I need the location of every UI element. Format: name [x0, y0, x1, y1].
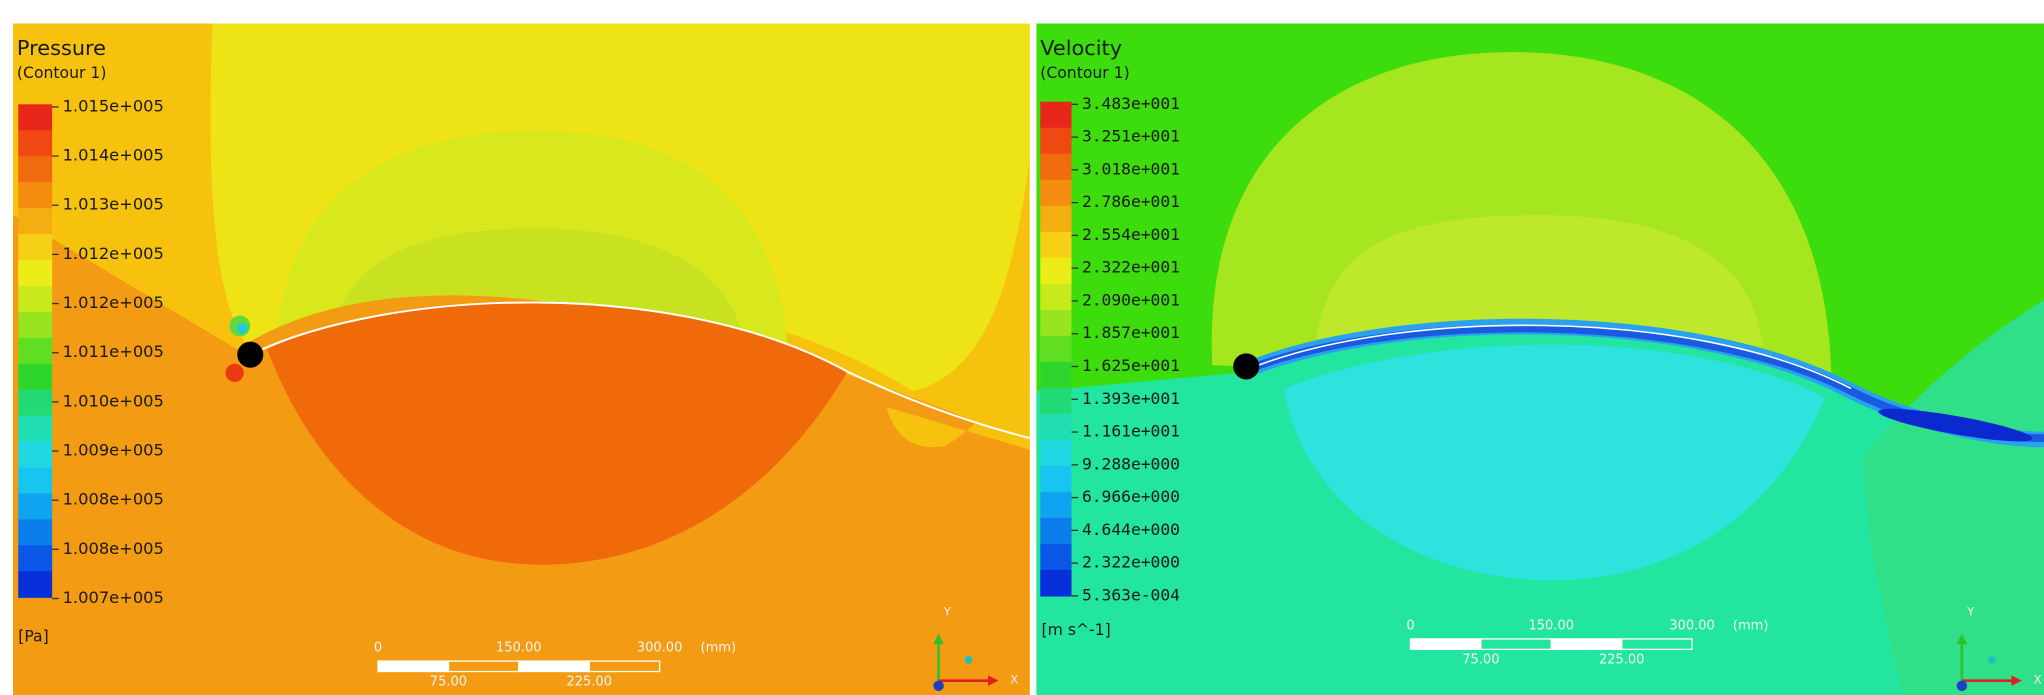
legend-label: 1.857e+001	[1082, 323, 1180, 342]
velocity-field	[1036, 23, 2044, 695]
legend-label: 9.288e+000	[1082, 454, 1180, 473]
scale-label: (mm)	[1733, 618, 1769, 633]
legend-label: 4.644e+000	[1082, 520, 1180, 539]
pressure-field	[13, 23, 1030, 695]
scale-bar-segment	[378, 661, 448, 671]
legend-label: 6.966e+000	[1082, 487, 1180, 506]
scale-bar-segment	[1551, 639, 1621, 649]
legend-band	[1040, 128, 1071, 155]
legend-label: 1.012e+005	[63, 244, 164, 263]
legend-band	[18, 364, 52, 391]
scale-label: 225.00	[566, 674, 612, 689]
panel-subtitle: (Contour 1)	[1040, 63, 1129, 82]
legend-band	[18, 338, 52, 365]
legend-label: 1.011e+005	[63, 342, 164, 361]
legend-band	[18, 156, 52, 183]
legend-band	[18, 571, 52, 598]
legend-label: 2.322e+000	[1082, 553, 1180, 572]
triad-origin	[1957, 681, 1967, 691]
legend-band	[18, 286, 52, 313]
scale-label: 0	[374, 641, 382, 656]
legend-band	[1040, 258, 1071, 285]
unit-label: [m s^-1]	[1042, 620, 1111, 639]
legend-label: 1.393e+001	[1082, 389, 1180, 408]
triad-z	[1988, 656, 1996, 664]
legend-band	[18, 390, 52, 417]
legend-label: 1.009e+005	[63, 441, 164, 460]
legend-band	[1040, 102, 1071, 129]
scale-bar-segment	[519, 661, 589, 671]
legend-band	[1040, 362, 1071, 389]
scale-label: (mm)	[701, 641, 737, 656]
legend-band	[1040, 232, 1071, 259]
legend-band	[18, 416, 52, 443]
legend-label: 2.322e+001	[1082, 258, 1180, 277]
panel-subtitle: (Contour 1)	[17, 63, 106, 82]
triad-z	[965, 656, 973, 664]
legend-band	[1040, 466, 1071, 493]
legend-band	[18, 208, 52, 235]
legend-band	[18, 545, 52, 572]
triad-label: Y	[1966, 604, 1975, 618]
legend-label: 1.012e+005	[63, 293, 164, 312]
scale-label: 75.00	[1462, 652, 1499, 667]
legend-band	[1040, 414, 1071, 441]
legend-band	[1040, 492, 1071, 519]
legend-band	[18, 104, 52, 131]
scale-label: 300.00	[1669, 618, 1715, 633]
panel-title: Pressure	[17, 36, 106, 60]
scale-label: 150.00	[496, 641, 542, 656]
legend-band	[18, 519, 52, 546]
legend-band	[1040, 440, 1071, 467]
legend-label: 1.007e+005	[63, 588, 164, 607]
legend-band	[18, 312, 52, 339]
legend-band	[18, 182, 52, 209]
screenshot: Pressure (Contour 1) 1.015e+005 1.014e+005 1…	[0, 0, 2044, 695]
legend-label: 5.363e-004	[1082, 585, 1180, 604]
legend-band	[1040, 544, 1071, 571]
scale-label: 300.00	[637, 641, 683, 656]
triad-origin	[933, 681, 943, 691]
legend-band	[18, 130, 52, 157]
panel-title: Velocity	[1040, 36, 1122, 60]
legend-label: 1.010e+005	[63, 391, 164, 410]
legend-label: 2.786e+001	[1082, 192, 1180, 211]
legend-label: 3.251e+001	[1082, 127, 1180, 146]
legend-band	[18, 467, 52, 494]
legend-band	[1040, 570, 1071, 597]
legend-band	[1040, 336, 1071, 363]
legend-band	[1040, 284, 1071, 311]
scale-label: 150.00	[1528, 618, 1574, 633]
legend-label: 1.008e+005	[63, 539, 164, 558]
legend-band	[18, 234, 52, 261]
legend-band	[1040, 206, 1071, 233]
legend-label: 3.018e+001	[1082, 159, 1180, 178]
legend-band	[18, 493, 52, 520]
scale-label: 225.00	[1599, 652, 1645, 667]
triad-label: Y	[943, 604, 952, 618]
legend-label: 1.015e+005	[63, 96, 164, 115]
scale-label: 0	[1406, 618, 1414, 633]
scale-bar-segment	[1410, 639, 1480, 649]
legend-label: 1.008e+005	[63, 490, 164, 509]
legend-label: 1.013e+005	[63, 195, 164, 214]
legend-band	[18, 260, 52, 287]
legend-label: 2.554e+001	[1082, 225, 1180, 244]
scale-label: 75.00	[430, 674, 467, 689]
legend-label: 1.161e+001	[1082, 422, 1180, 441]
legend-band	[1040, 154, 1071, 181]
unit-label: [Pa]	[18, 627, 48, 646]
legend-band	[18, 442, 52, 469]
legend-band	[1040, 388, 1071, 415]
legend-label: 1.625e+001	[1082, 356, 1180, 375]
legend-band	[1040, 518, 1071, 545]
legend-label: 3.483e+001	[1082, 94, 1180, 113]
legend-band	[1040, 310, 1071, 337]
page: Pressure (Contour 1) 1.015e+005 1.014e+005 1…	[0, 0, 2044, 695]
legend-band	[1040, 180, 1071, 207]
legend-label: 1.014e+005	[63, 146, 164, 165]
triad-label: X	[2034, 672, 2042, 686]
triad-label: X	[1010, 672, 1018, 686]
legend-label: 2.090e+001	[1082, 290, 1180, 309]
